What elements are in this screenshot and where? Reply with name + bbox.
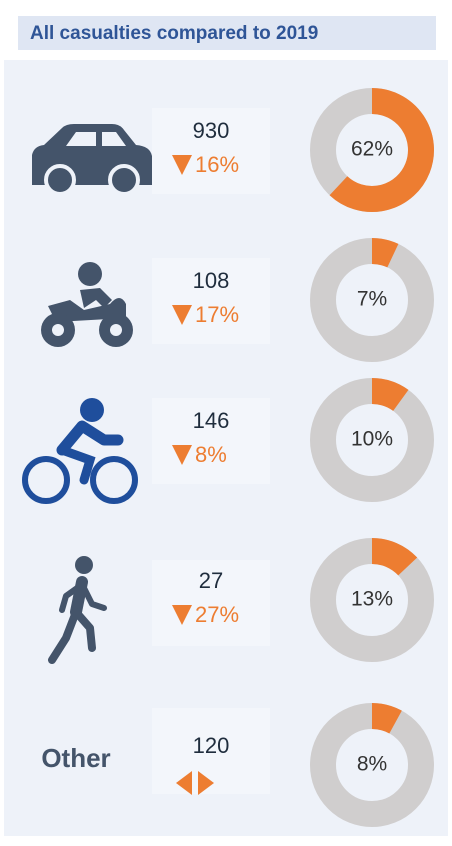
bicycle-icon: [22, 398, 138, 504]
share-label: 10%: [351, 428, 393, 451]
down-arrow: [172, 305, 192, 325]
donut-share: [371, 238, 399, 268]
share-label: 62%: [351, 138, 393, 161]
count-box: [152, 258, 270, 344]
change: 17%: [195, 302, 239, 327]
share-label: 7%: [357, 288, 387, 311]
left-arrow: [176, 771, 192, 795]
share-label: 13%: [351, 588, 393, 611]
donut-share: [371, 703, 402, 734]
donut-share: [329, 88, 434, 212]
change: 16%: [195, 152, 239, 177]
count: 108: [193, 268, 230, 293]
count-box: [152, 560, 270, 646]
change: 8%: [195, 442, 227, 467]
title-bar: [18, 16, 436, 50]
count-box: [152, 108, 270, 194]
title: All casualties compared to 2019: [30, 23, 318, 44]
count: 120: [193, 733, 230, 758]
count: 146: [193, 408, 230, 433]
motorcycle-icon: [41, 262, 133, 347]
donut-share: [371, 538, 418, 576]
count: 930: [193, 118, 230, 143]
count-box: [152, 708, 270, 794]
down-arrow: [172, 155, 192, 175]
down-arrow: [172, 605, 192, 625]
count: 27: [199, 568, 223, 593]
right-arrow: [198, 771, 214, 795]
change: 27%: [195, 602, 239, 627]
count-box: [152, 398, 270, 484]
car-icon: [32, 124, 152, 196]
donut-share: [371, 378, 409, 412]
pedestrian-icon: [48, 556, 107, 664]
down-arrow: [172, 445, 192, 465]
share-label: 8%: [357, 753, 387, 776]
row-label: Other: [41, 743, 110, 773]
